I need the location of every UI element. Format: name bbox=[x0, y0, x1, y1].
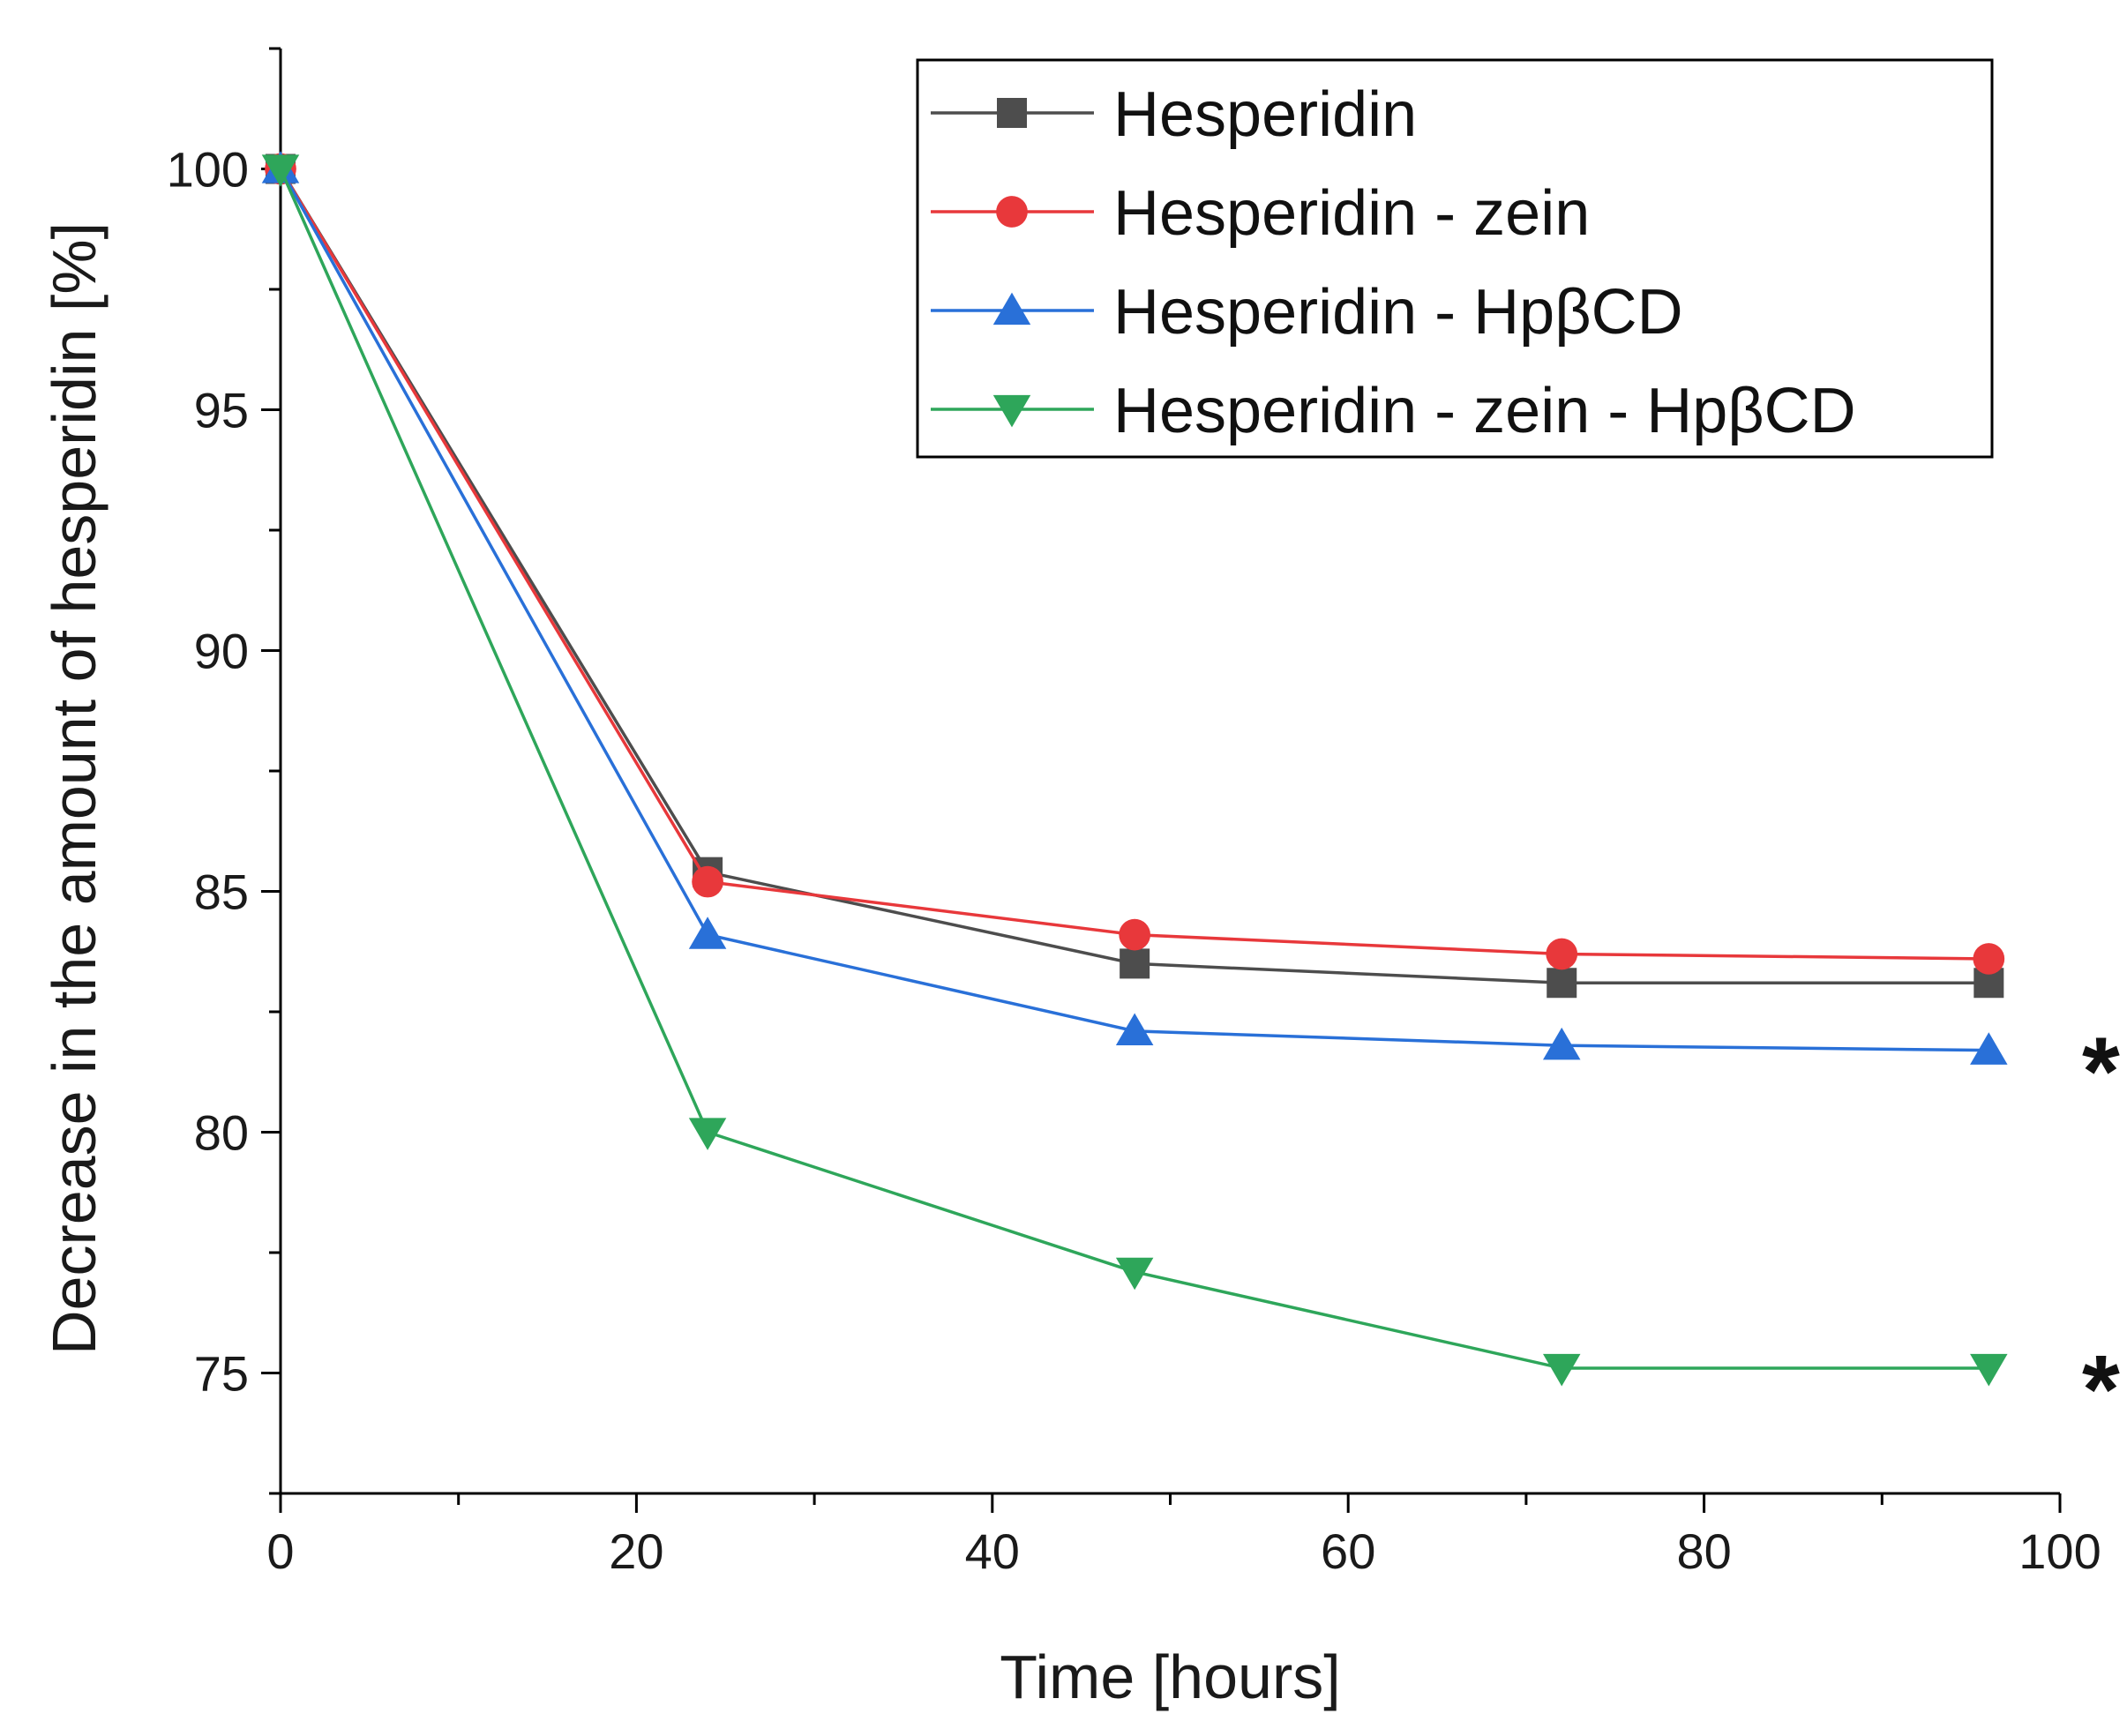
y-tick-label: 100 bbox=[167, 142, 249, 198]
x-tick-label: 20 bbox=[609, 1523, 663, 1579]
legend-item-hesperidin-zein: Hesperidin - zein bbox=[931, 178, 1590, 249]
legend-swatch-marker bbox=[992, 394, 1031, 428]
data-point bbox=[1973, 943, 2005, 975]
x-axis-title: Time [hours] bbox=[1000, 1642, 1340, 1711]
x-tick-label: 80 bbox=[1676, 1523, 1731, 1579]
legend-swatch-marker bbox=[997, 98, 1027, 128]
annotations: ** bbox=[2082, 1018, 2120, 1444]
data-point bbox=[688, 917, 727, 949]
significance-asterisk: * bbox=[2082, 1336, 2120, 1444]
legend-swatch-marker bbox=[992, 292, 1031, 326]
y-tick-label: 75 bbox=[194, 1346, 249, 1402]
x-tick-label: 0 bbox=[266, 1523, 294, 1579]
y-tick-label: 90 bbox=[194, 624, 249, 679]
legend-label: Hesperidin - HpβCD bbox=[1113, 277, 1683, 348]
legend-swatch-marker bbox=[996, 196, 1028, 228]
data-point bbox=[1119, 918, 1151, 951]
significance-asterisk: * bbox=[2082, 1018, 2120, 1126]
data-point bbox=[1542, 1353, 1581, 1387]
data-point bbox=[1120, 948, 1150, 979]
data-point bbox=[1542, 1027, 1581, 1060]
x-tick-label: 40 bbox=[965, 1523, 1020, 1579]
legend-label: Hesperidin bbox=[1113, 79, 1417, 150]
data-point bbox=[1970, 1032, 2008, 1065]
legend-box bbox=[916, 58, 1994, 459]
data-point bbox=[261, 154, 300, 187]
y-ticks: 75 80 85 90 95 100 bbox=[167, 47, 281, 1495]
x-tick-label: 100 bbox=[2018, 1523, 2101, 1579]
y-tick-label: 80 bbox=[194, 1105, 249, 1161]
data-point bbox=[1970, 1353, 2008, 1387]
data-point bbox=[692, 865, 723, 898]
axes: 75 80 85 90 95 100 0 20 40 60 80 100 bbox=[167, 47, 2101, 1579]
legend-label: Hesperidin - zein bbox=[1113, 178, 1590, 249]
x-ticks: 0 20 40 60 80 100 bbox=[266, 1493, 2101, 1579]
y-tick-label: 85 bbox=[194, 864, 249, 920]
legend-item-hesperidin-zein-hp-cd: Hesperidin - zein - HpβCD bbox=[931, 376, 1856, 446]
series-hesperidin-hp-cd bbox=[261, 151, 2008, 1065]
data-point bbox=[1547, 968, 1577, 999]
y-axis-title: Decrease in the amount of hesperidin [%] bbox=[40, 222, 109, 1355]
legend-item-hesperidin: Hesperidin bbox=[931, 79, 1417, 150]
legend: Hesperidin Hesperidin - zein Hesperidin - … bbox=[916, 58, 1994, 459]
y-tick-label: 95 bbox=[194, 383, 249, 438]
data-point bbox=[1115, 1013, 1154, 1045]
data-point bbox=[1546, 938, 1578, 970]
series-hesperidin-zein-hp-cd bbox=[261, 154, 2008, 1387]
legend-items: Hesperidin Hesperidin - zein Hesperidin - … bbox=[931, 79, 1856, 446]
data-point bbox=[688, 1118, 727, 1150]
legend-label: Hesperidin - zein - HpβCD bbox=[1113, 376, 1856, 446]
legend-item-hesperidin-hp-cd: Hesperidin - HpβCD bbox=[931, 277, 1683, 348]
series-layer bbox=[261, 151, 2008, 1387]
data-point bbox=[1115, 1257, 1154, 1291]
x-tick-label: 60 bbox=[1321, 1523, 1375, 1579]
